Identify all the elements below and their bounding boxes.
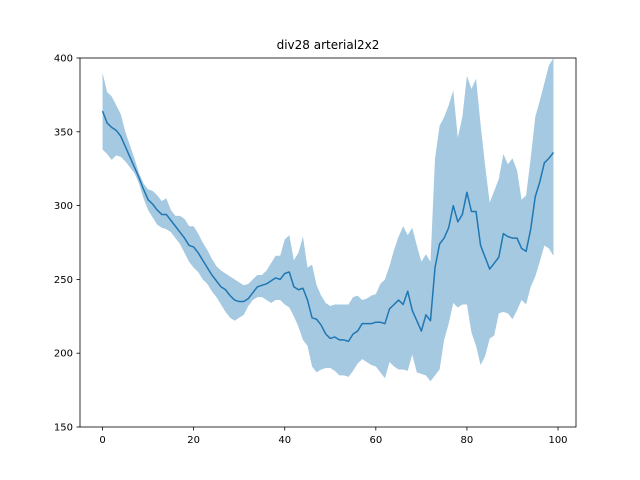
confidence-band bbox=[102, 58, 554, 382]
plot-area bbox=[101, 58, 555, 382]
mean-line bbox=[101, 110, 555, 343]
x-tick-label: 40 bbox=[278, 435, 291, 446]
y-tick-label: 400 bbox=[54, 54, 73, 65]
x-tick-label: 60 bbox=[369, 435, 382, 446]
y-tick-label: 150 bbox=[54, 423, 73, 434]
chart-title: div28 arterial2x2 bbox=[277, 38, 380, 52]
y-tick-label: 350 bbox=[54, 127, 73, 138]
y-tick-label: 250 bbox=[54, 275, 73, 286]
x-axis: 0 20 40 60 80 100 bbox=[99, 427, 568, 446]
axes-frame bbox=[79, 57, 577, 428]
y-tick-label: 200 bbox=[54, 349, 73, 360]
x-tick-label: 100 bbox=[548, 435, 567, 446]
y-axis: 150 200 250 300 350 400 bbox=[54, 54, 80, 434]
x-tick-label: 0 bbox=[99, 435, 105, 446]
y-tick-label: 300 bbox=[54, 201, 73, 212]
x-tick-label: 80 bbox=[461, 435, 474, 446]
x-tick-label: 20 bbox=[187, 435, 200, 446]
